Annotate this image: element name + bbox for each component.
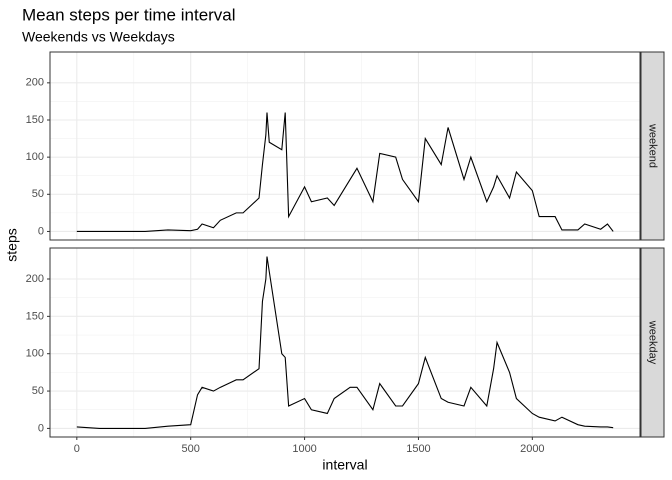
- y-tick-label: 100: [26, 151, 44, 163]
- facet-strip: [640, 51, 665, 241]
- y-tick-label: 0: [38, 225, 44, 237]
- panel-border: [49, 247, 641, 438]
- y-axis-label: steps: [4, 228, 20, 261]
- y-tick-label: 200: [26, 77, 44, 89]
- line: [76, 256, 614, 429]
- x-tick-label: 0: [74, 443, 80, 455]
- x-tick-label: 1500: [406, 443, 430, 455]
- y-tick-label: 150: [26, 114, 44, 126]
- y-tick-label: 50: [32, 385, 44, 397]
- x-tick-label: 500: [182, 443, 200, 455]
- y-tick-label: 0: [38, 422, 44, 434]
- facet-label: weekday: [647, 320, 659, 365]
- y-tick-label: 50: [32, 188, 44, 200]
- panel-border: [49, 51, 641, 241]
- facet-label: weekend: [647, 123, 659, 168]
- chart-subtitle: Weekends vs Weekdays: [22, 29, 175, 45]
- y-tick-label: 100: [26, 348, 44, 360]
- chart-title: Mean steps per time interval: [22, 5, 236, 24]
- x-axis-label: interval: [322, 457, 367, 473]
- y-tick-label: 200: [26, 273, 44, 285]
- x-tick-label: 1000: [292, 443, 316, 455]
- facet-strip: [640, 247, 665, 438]
- y-tick-label: 150: [26, 310, 44, 322]
- x-tick-label: 2000: [520, 443, 544, 455]
- line: [76, 112, 614, 232]
